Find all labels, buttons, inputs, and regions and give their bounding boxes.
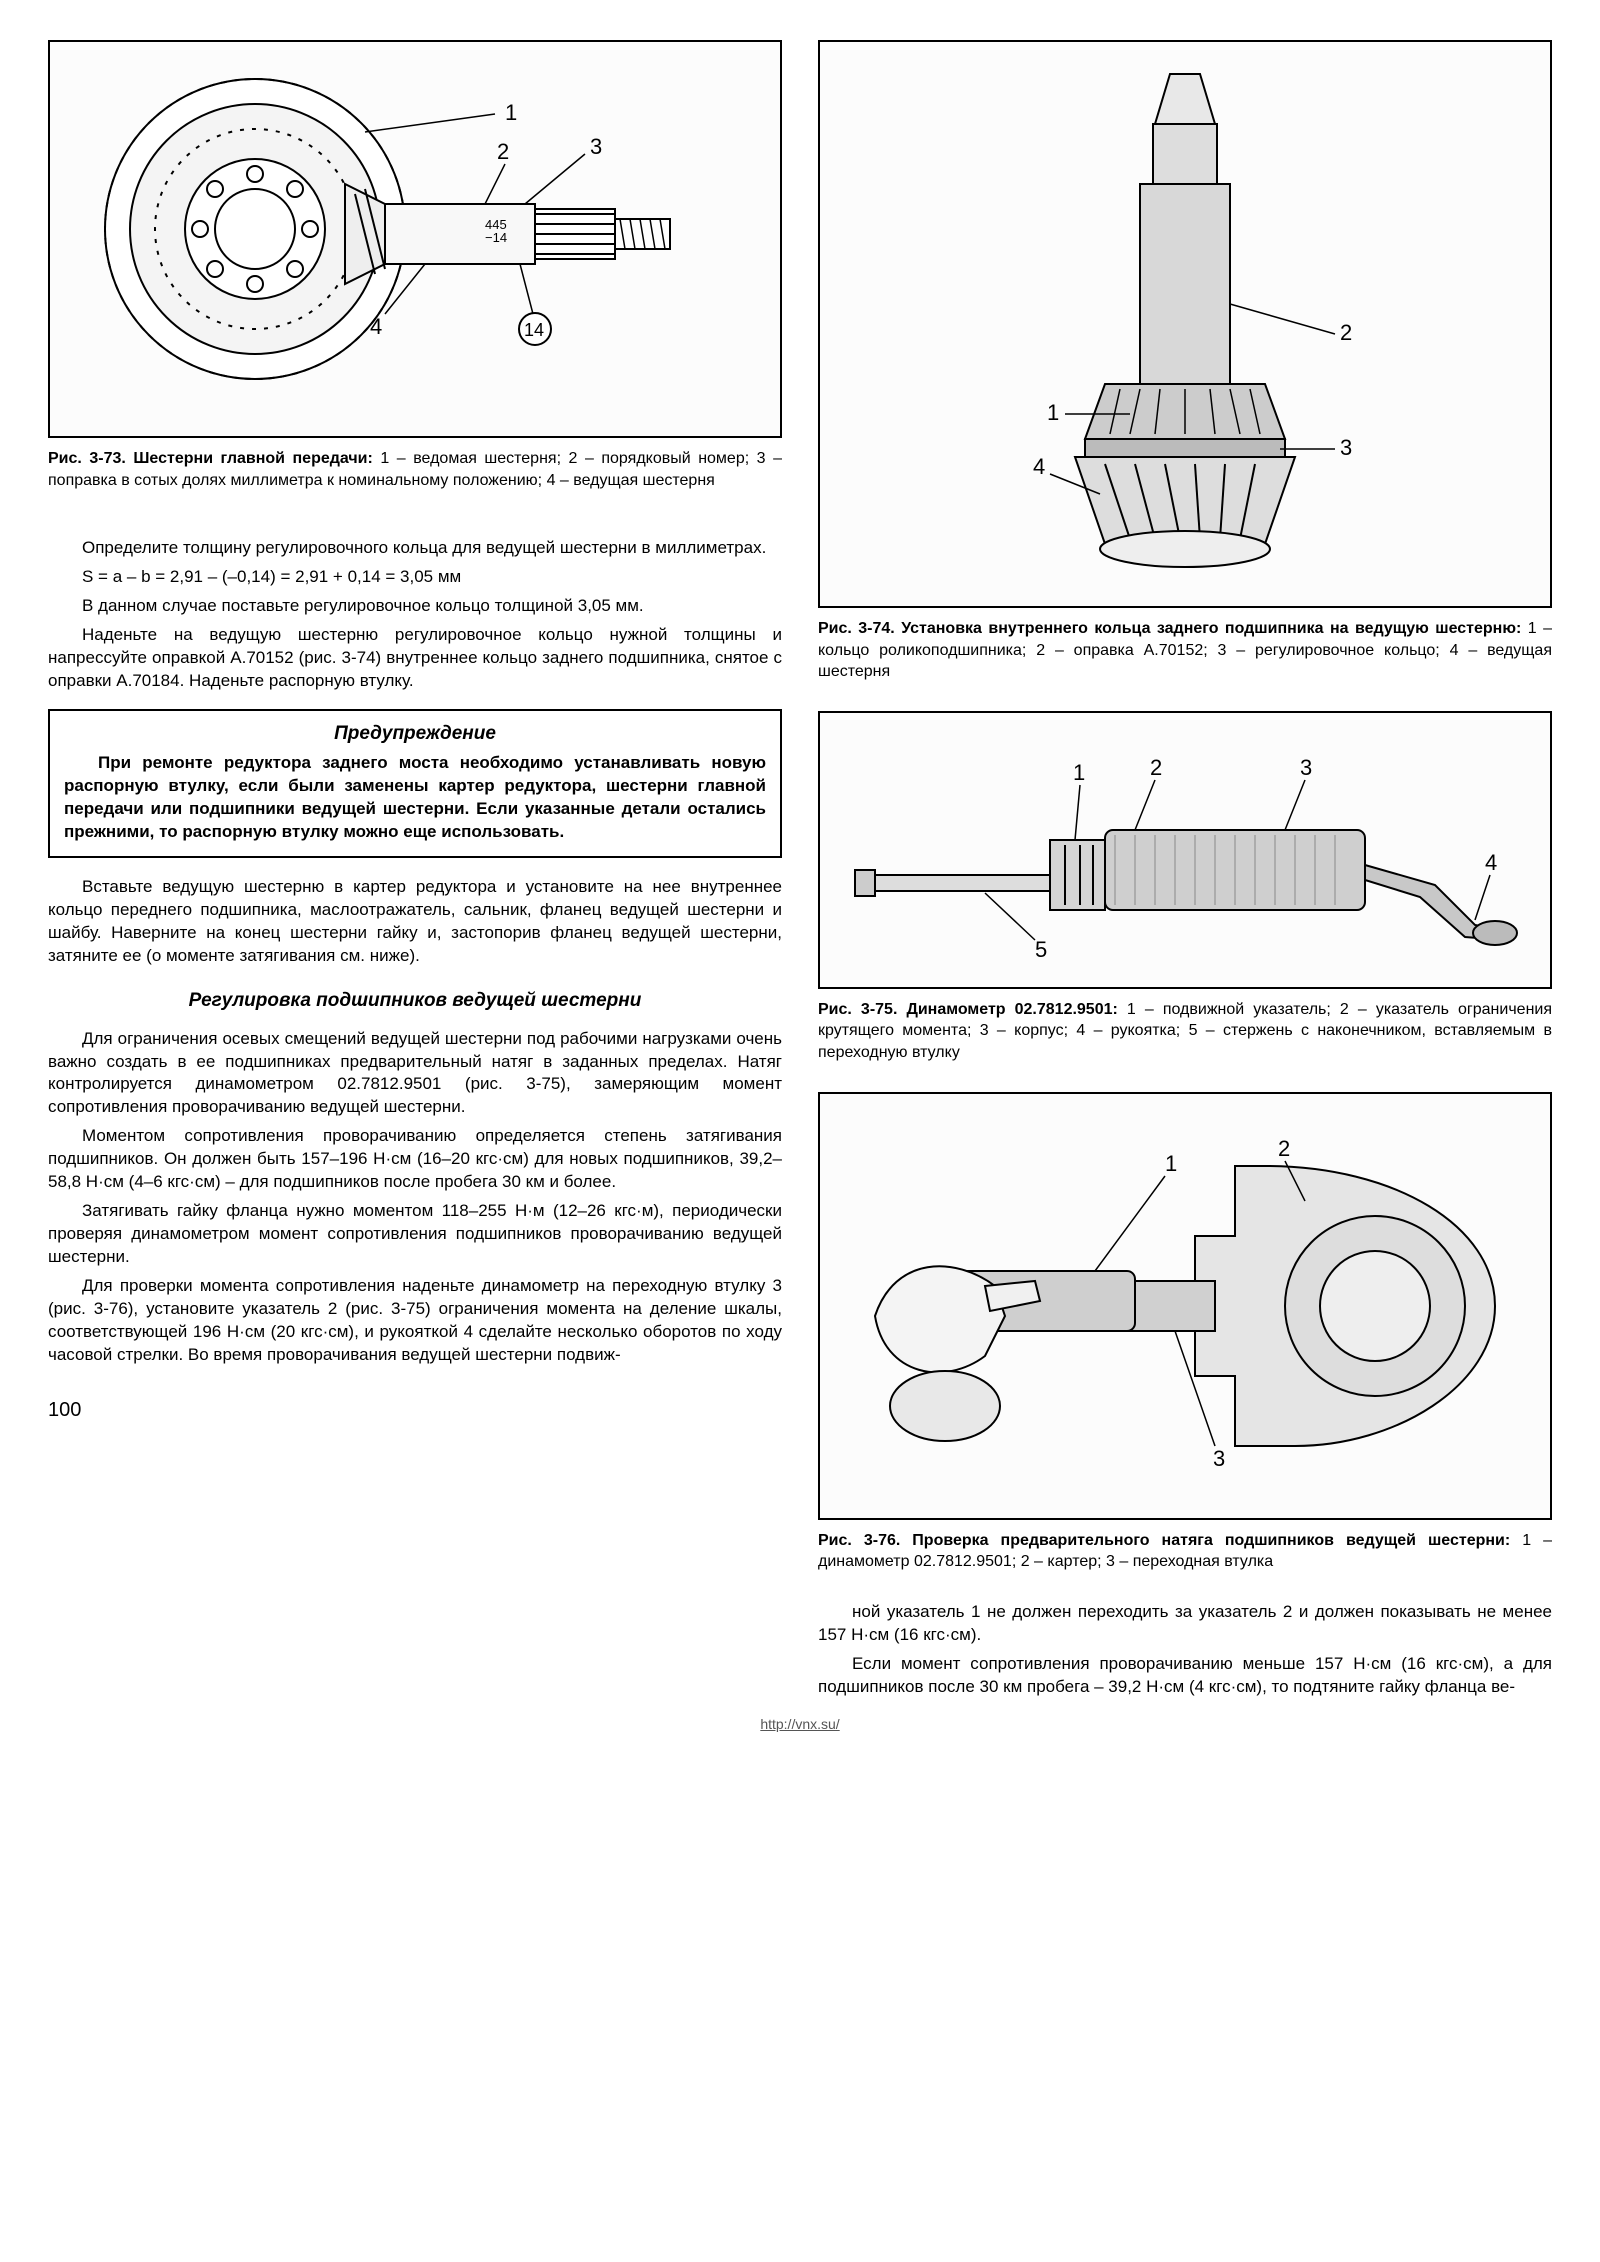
fig73-label-4: 4 [370, 314, 382, 339]
fig74-label-4: 4 [1033, 454, 1045, 479]
caption-3-75-lead: Рис. 3-75. Динамометр 02.7812.9501: [818, 1001, 1118, 1018]
fig76-label-3: 3 [1213, 1446, 1225, 1471]
page-number: 100 [48, 1397, 782, 1424]
fig74-label-2: 2 [1340, 320, 1352, 345]
fig73-label-2: 2 [497, 139, 509, 164]
fig75-label-1: 1 [1073, 760, 1085, 785]
para-l1: Определите толщину регулировочного кольц… [48, 537, 782, 560]
warning-box: Предупреждение При ремонте редуктора зад… [48, 709, 782, 858]
warning-body: При ремонте редуктора заднего моста необ… [64, 752, 766, 844]
fig75-label-3: 3 [1300, 755, 1312, 780]
svg-text:−14: −14 [485, 230, 507, 245]
para-l4: Наденьте на ведущую шестерню регулировоч… [48, 624, 782, 693]
figure-3-76: 1 2 3 [818, 1092, 1552, 1520]
para-l8: Затягивать гайку фланца нужно моментом 1… [48, 1200, 782, 1269]
fig75-label-4: 4 [1485, 850, 1497, 875]
para-l7: Моментом сопротивления проворачиванию оп… [48, 1125, 782, 1194]
figure-3-76-svg: 1 2 3 [832, 1106, 1538, 1506]
caption-3-76-lead: Рис. 3-76. Проверка предварительного нат… [818, 1532, 1510, 1549]
para-l9: Для проверки момента сопротивления наден… [48, 1275, 782, 1367]
fig73-label-3: 3 [590, 134, 602, 159]
footer-link[interactable]: http://vnx.su/ [48, 1715, 1552, 1734]
caption-3-76: Рис. 3-76. Проверка предварительного нат… [818, 1530, 1552, 1573]
warning-title: Предупреждение [64, 721, 766, 747]
figure-3-75: 1 2 3 4 5 [818, 711, 1552, 989]
para-r1: ной указатель 1 не должен переходить за … [818, 1601, 1552, 1647]
caption-3-74: Рис. 3-74. Установка внутреннего кольца … [818, 618, 1552, 683]
fig74-label-1: 1 [1047, 400, 1059, 425]
fig74-label-3: 3 [1340, 435, 1352, 460]
fig76-label-2: 2 [1278, 1136, 1290, 1161]
caption-3-73: Рис. 3-73. Шестерни главной передачи: 1 … [48, 448, 782, 491]
subheading-bearings: Регулировка подшипников ведущей шестерни [48, 988, 782, 1014]
figure-3-74-svg: 1 2 3 4 [832, 54, 1538, 594]
figure-3-75-svg: 1 2 3 4 5 [832, 725, 1538, 975]
fig75-label-5: 5 [1035, 937, 1047, 962]
para-l5: Вставьте ведущую шестерню в картер редук… [48, 876, 782, 968]
figure-3-73: 1 2 3 4 445 −14 14 [48, 40, 782, 438]
fig76-label-1: 1 [1165, 1151, 1177, 1176]
para-l3: В данном случае поставьте регулировочное… [48, 595, 782, 618]
figure-3-74: 1 2 3 4 [818, 40, 1552, 608]
caption-3-73-lead: Рис. 3-73. Шестерни главной передачи: [48, 450, 373, 467]
caption-3-75: Рис. 3-75. Динамометр 02.7812.9501: 1 – … [818, 999, 1552, 1064]
fig73-label-1: 1 [505, 100, 517, 125]
fig75-label-2: 2 [1150, 755, 1162, 780]
para-r2: Если момент сопротивления проворачиванию… [818, 1653, 1552, 1699]
para-l6: Для ограничения осевых смещений ведущей … [48, 1028, 782, 1120]
fig73-label-14: 14 [524, 320, 544, 340]
para-l2: S = a – b = 2,91 – (–0,14) = 2,91 + 0,14… [48, 566, 782, 589]
figure-3-73-svg: 1 2 3 4 445 −14 14 [62, 54, 768, 424]
caption-3-74-lead: Рис. 3-74. Установка внутреннего кольца … [818, 620, 1521, 637]
